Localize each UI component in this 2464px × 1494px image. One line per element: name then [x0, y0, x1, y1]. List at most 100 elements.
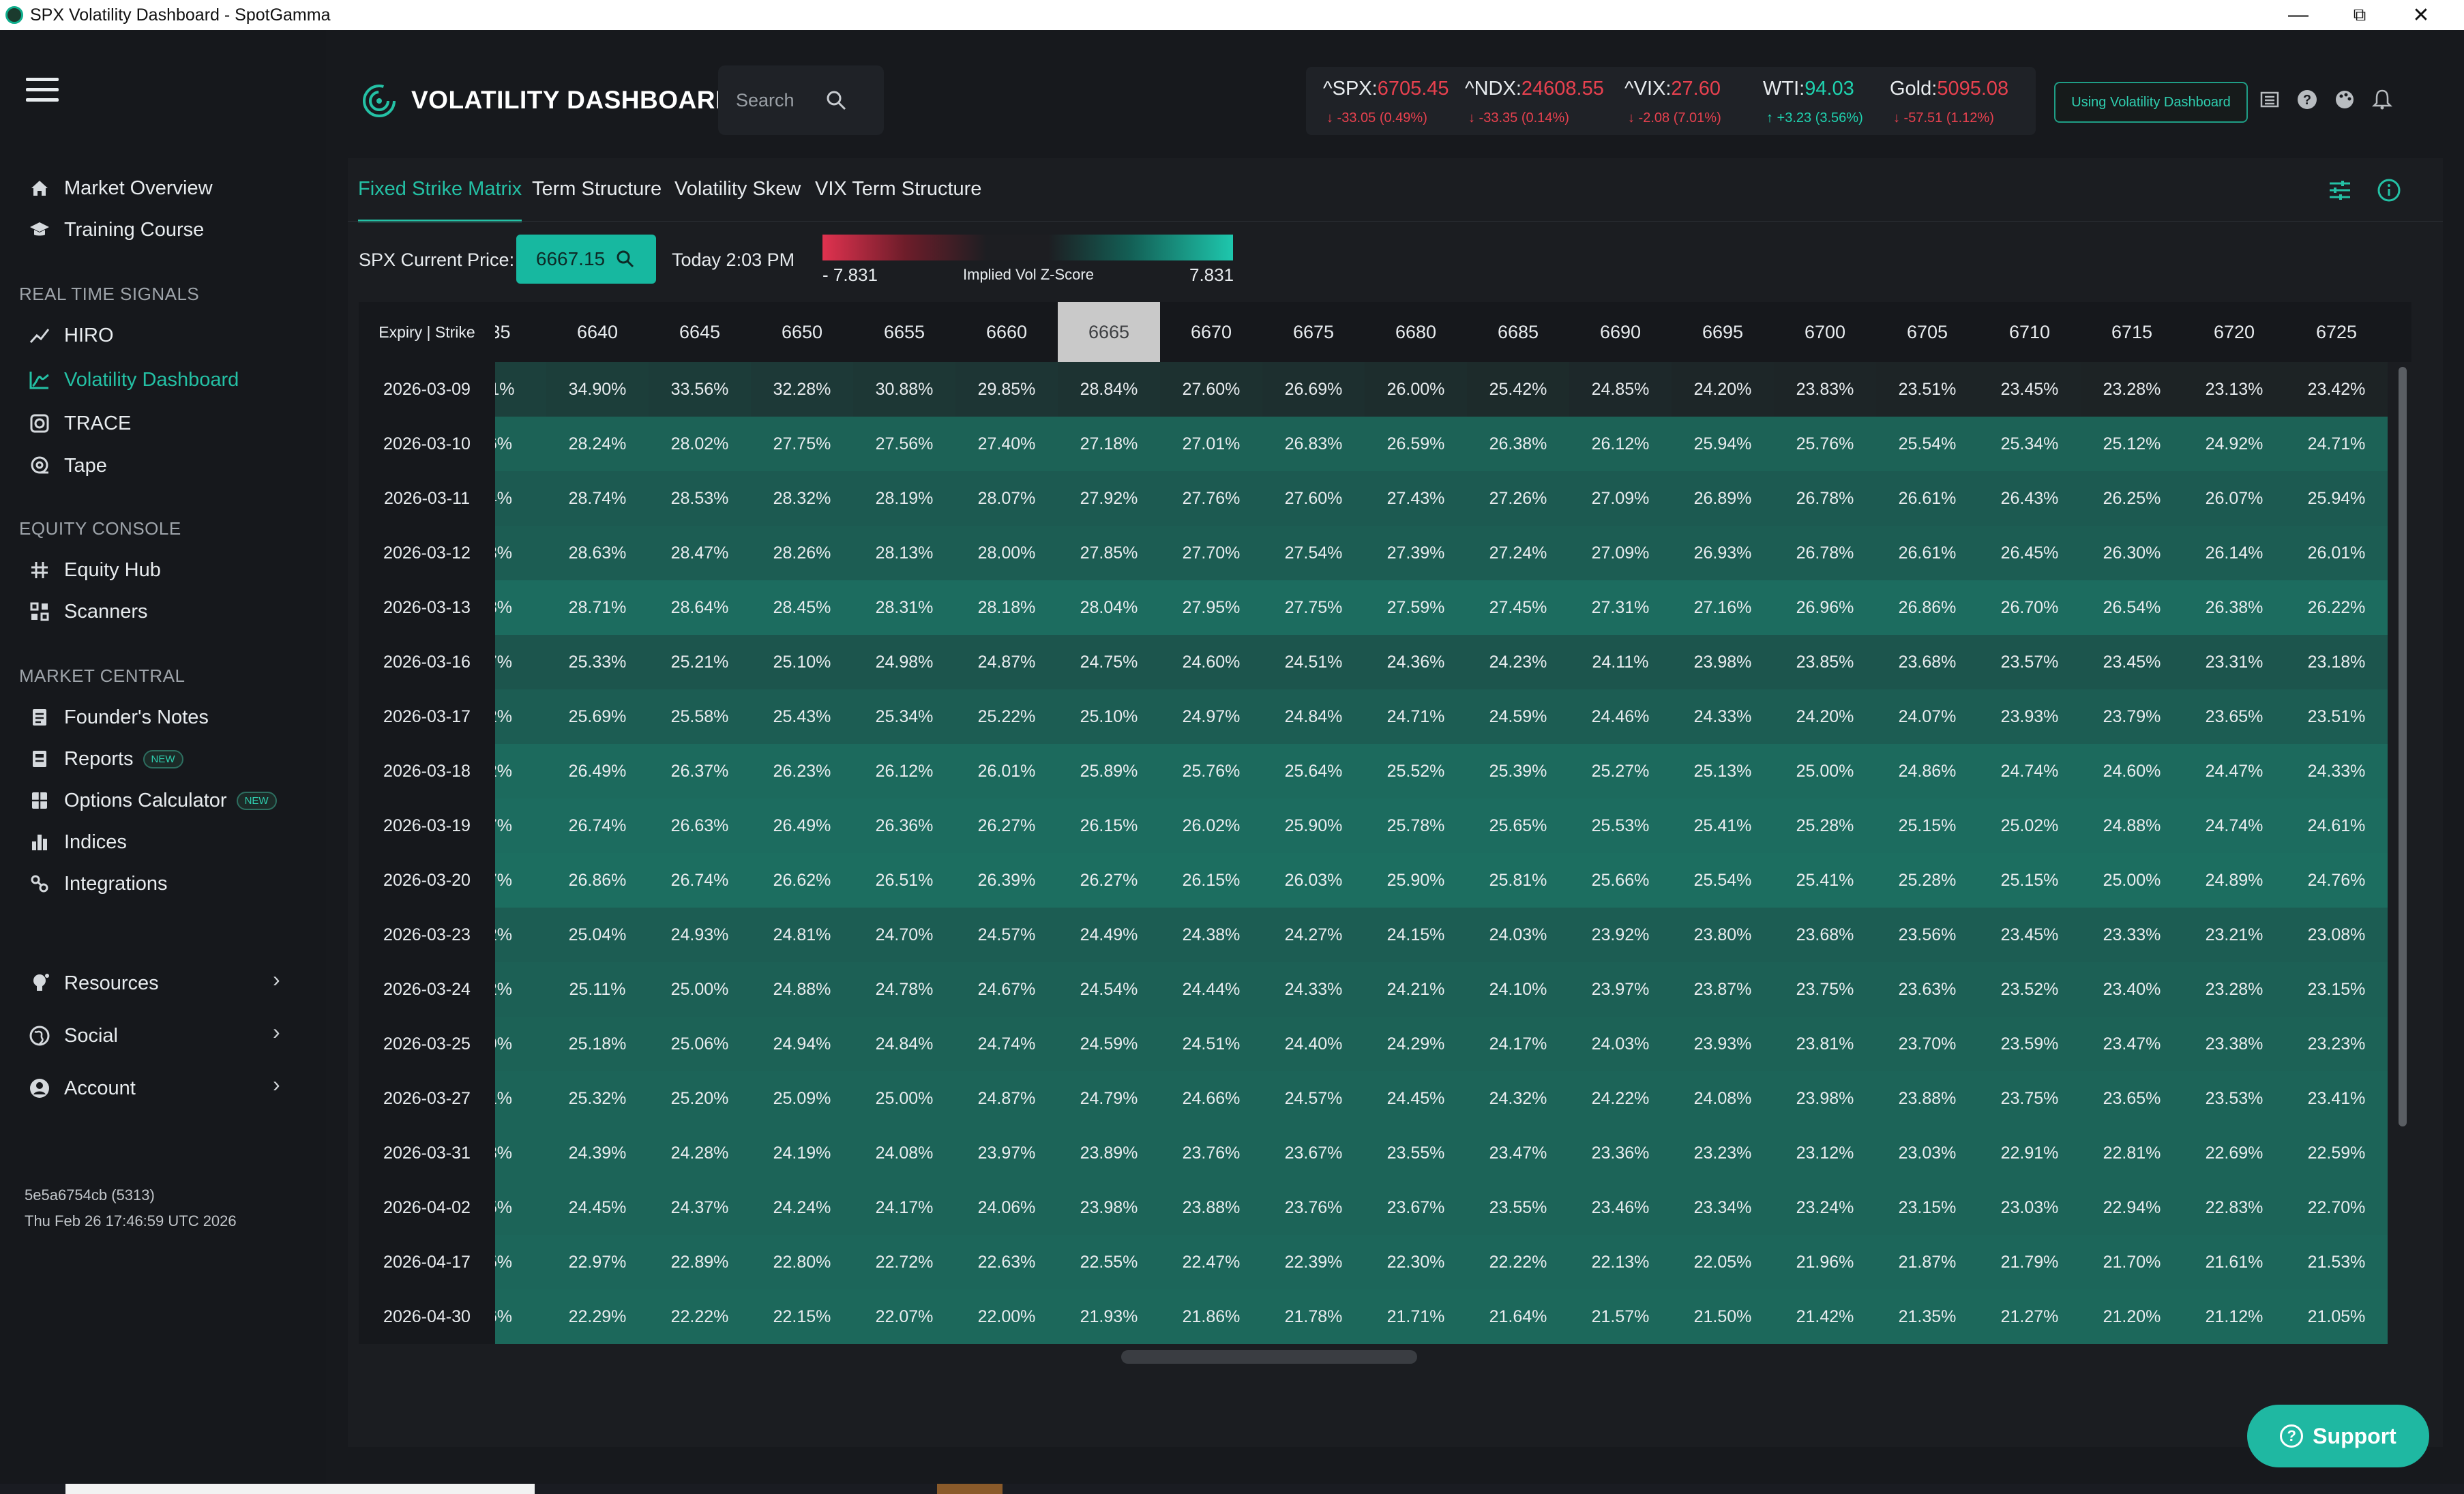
iv-cell[interactable]: 23.45% [1978, 362, 2081, 417]
strike-header-6660[interactable]: 6660 [985, 321, 1028, 342]
iv-cell[interactable]: 24.60% [2081, 744, 2183, 798]
iv-cell[interactable]: 26.02% [1160, 798, 1262, 853]
iv-cell[interactable]: 25.09% [751, 1071, 853, 1126]
iv-cell[interactable]: 23.88% [1160, 1180, 1262, 1235]
iv-cell[interactable]: 24.86% [1876, 744, 1978, 798]
iv-cell[interactable]: 24.71% [2285, 417, 2388, 471]
sidebar-item-social[interactable]: Social [27, 1021, 118, 1051]
iv-cell[interactable]: 23.28% [2183, 962, 2285, 1017]
strike-header-6695[interactable]: 6695 [1702, 321, 1744, 342]
iv-cell[interactable]: 28.71% [546, 580, 649, 635]
strike-header-6670[interactable]: 6670 [1190, 321, 1232, 342]
iv-cell[interactable]: 27.16% [1672, 580, 1774, 635]
iv-cell[interactable]: 26.38% [2183, 580, 2285, 635]
iv-cell[interactable]: 23.55% [1467, 1180, 1569, 1235]
iv-cell[interactable]: 22.13% [1569, 1235, 1672, 1289]
iv-cell[interactable]: 21.78% [1262, 1289, 1365, 1344]
iv-cell[interactable]: 26.78% [1774, 471, 1876, 526]
strike-header-6650[interactable]: 6650 [781, 321, 823, 342]
iv-cell[interactable]: 23.68% [1876, 635, 1978, 689]
iv-cell[interactable]: 26.59% [1365, 417, 1467, 471]
iv-cell[interactable]: 23.13% [2183, 362, 2285, 417]
iv-cell[interactable]: 23.83% [1774, 362, 1876, 417]
iv-cell[interactable]: 23.15% [2285, 962, 2388, 1017]
iv-cell[interactable]: 25.54% [1672, 853, 1774, 908]
strike-header-6725[interactable]: 6725 [2315, 321, 2358, 342]
iv-cell[interactable]: 22.72% [853, 1235, 955, 1289]
iv-cell[interactable]: 24.29% [1365, 1017, 1467, 1071]
iv-cell[interactable]: 27.60% [1160, 362, 1262, 417]
iv-cell[interactable]: 27.95% [1160, 580, 1262, 635]
iv-cell[interactable]: 26.62% [751, 853, 853, 908]
iv-cell[interactable]: 21.64% [1467, 1289, 1569, 1344]
iv-cell[interactable]: 23.98% [1774, 1071, 1876, 1126]
iv-cell[interactable]: 26.39% [955, 853, 1058, 908]
iv-cell[interactable]: 27.09% [1569, 471, 1672, 526]
iv-cell[interactable]: 24.45% [546, 1180, 649, 1235]
iv-cell[interactable]: 23.45% [2081, 635, 2183, 689]
iv-cell[interactable]: 23.55% [1365, 1126, 1467, 1180]
iv-cell[interactable]: 24.93% [649, 908, 751, 962]
iv-cell[interactable]: 26.45% [1978, 526, 2081, 580]
iv-cell[interactable]: 27.75% [751, 417, 853, 471]
iv-cell[interactable]: 23.67% [1262, 1126, 1365, 1180]
iv-cell[interactable]: 25.41% [1672, 798, 1774, 853]
iv-cell[interactable]: 23.52% [1978, 962, 2081, 1017]
iv-cell[interactable]: 24.28% [649, 1126, 751, 1180]
iv-cell[interactable]: 22.07% [853, 1289, 955, 1344]
iv-cell[interactable]: 25.39% [1467, 744, 1569, 798]
iv-cell[interactable]: 23.68% [1774, 908, 1876, 962]
iv-cell[interactable]: 23.51% [2285, 689, 2388, 744]
iv-cell[interactable]: 26.43% [1978, 471, 2081, 526]
iv-cell[interactable]: 28.04% [1058, 580, 1160, 635]
strike-header-6715[interactable]: 6715 [2111, 321, 2153, 342]
iv-cell[interactable]: 23.76% [1262, 1180, 1365, 1235]
iv-cell[interactable]: 26.96% [1774, 580, 1876, 635]
iv-cell[interactable]: 21.27% [1978, 1289, 2081, 1344]
iv-cell[interactable]: 23.81% [1774, 1017, 1876, 1071]
iv-cell[interactable]: 23.87% [1672, 962, 1774, 1017]
iv-cell[interactable]: 24.57% [1262, 1071, 1365, 1126]
strike-header-6655[interactable]: 6655 [883, 321, 925, 342]
using-volatility-dashboard-button[interactable]: Using Volatility Dashboard [2054, 82, 2248, 123]
iv-cell[interactable]: 23.88% [1876, 1071, 1978, 1126]
iv-cell[interactable]: 23.65% [2081, 1071, 2183, 1126]
iv-cell[interactable]: 22.89% [649, 1235, 751, 1289]
iv-cell[interactable]: 24.38% [1160, 908, 1262, 962]
iv-cell[interactable]: 25.94% [1672, 417, 1774, 471]
iv-cell[interactable]: 21.12% [2183, 1289, 2285, 1344]
iv-cell[interactable]: 26.49% [751, 798, 853, 853]
iv-cell[interactable]: 25.00% [1774, 744, 1876, 798]
iv-cell[interactable]: 24.67% [955, 962, 1058, 1017]
iv-cell[interactable]: 25.10% [1058, 689, 1160, 744]
iv-cell[interactable]: 22.70% [2285, 1180, 2388, 1235]
iv-cell[interactable]: 27.60% [1262, 471, 1365, 526]
iv-cell[interactable]: 23.92% [1569, 908, 1672, 962]
strike-header-6700[interactable]: 6700 [1804, 321, 1846, 342]
iv-cell[interactable]: 27.70% [1160, 526, 1262, 580]
iv-cell[interactable]: 28.19% [853, 471, 955, 526]
iv-cell[interactable]: 24.08% [853, 1126, 955, 1180]
iv-cell[interactable]: 27.54% [1262, 526, 1365, 580]
vertical-scrollbar[interactable] [2399, 367, 2407, 1126]
iv-cell[interactable]: 24.66% [1160, 1071, 1262, 1126]
iv-cell[interactable]: 23.24% [1774, 1180, 1876, 1235]
settings-sliders-icon[interactable] [2326, 176, 2354, 205]
iv-cell[interactable]: 24.22% [1569, 1071, 1672, 1126]
sidebar-item-training-course[interactable]: Training Course [27, 215, 204, 245]
sidebar-item-equity-hub[interactable]: Equity Hub [27, 555, 161, 585]
iv-cell[interactable]: 25.34% [853, 689, 955, 744]
iv-cell[interactable]: 25.15% [1876, 798, 1978, 853]
iv-cell[interactable]: 30.88% [853, 362, 955, 417]
iv-cell[interactable]: 22.47% [1160, 1235, 1262, 1289]
iv-cell[interactable]: 26.01% [955, 744, 1058, 798]
iv-cell[interactable]: 26.70% [1978, 580, 2081, 635]
iv-cell[interactable]: 27.26% [1467, 471, 1569, 526]
iv-cell[interactable]: 25.22% [955, 689, 1058, 744]
iv-cell[interactable]: 26.83% [1262, 417, 1365, 471]
iv-cell[interactable]: 24.24% [751, 1180, 853, 1235]
strike-header-6705[interactable]: 6705 [1906, 321, 1948, 342]
iv-cell[interactable]: 28.74% [546, 471, 649, 526]
iv-cell[interactable]: 24.60% [1160, 635, 1262, 689]
iv-cell[interactable]: 24.36% [1365, 635, 1467, 689]
